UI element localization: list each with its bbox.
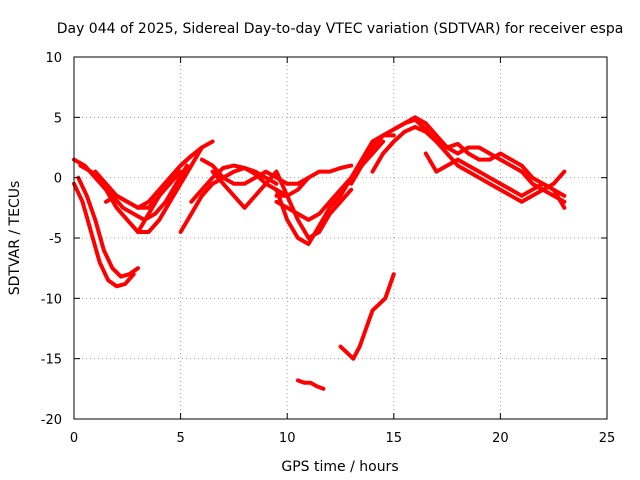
x-tick-label: 10 <box>279 431 296 446</box>
series-line-arc-6 <box>93 169 183 210</box>
y-tick-label: -5 <box>49 232 62 247</box>
tick-layer: 0 5 10 15 20 25 10 5 0 -5 -10 -15 -20 <box>41 51 616 446</box>
series-line-arc-18 <box>370 125 567 204</box>
series-line-arc-7 <box>136 139 215 234</box>
x-tick-label: 25 <box>599 431 616 446</box>
y-tick-label: -10 <box>41 292 62 307</box>
y-tick-label: 10 <box>45 51 62 66</box>
series-line-arc-10 <box>210 169 354 240</box>
x-tick-label: 15 <box>386 431 403 446</box>
x-tick-label: 0 <box>70 431 78 446</box>
x-axis-label: GPS time / hours <box>281 459 398 475</box>
series-line-arc-11 <box>199 157 311 186</box>
y-tick-label: 0 <box>54 172 62 187</box>
series-line-arc-12 <box>274 133 396 246</box>
series-line-arc-19 <box>391 117 567 198</box>
series-line-arc-14 <box>274 163 354 198</box>
x-tick-label: 5 <box>176 431 184 446</box>
series-line-arc-15 <box>295 378 326 391</box>
series-line-arc-2 <box>76 175 140 279</box>
chart-title: Day 044 of 2025, Sidereal Day-to-day VTE… <box>57 21 624 37</box>
series-line-arc-20 <box>423 151 567 210</box>
y-tick-label: 5 <box>54 111 62 126</box>
series-line-arc-17 <box>349 115 567 204</box>
y-tick-label: -15 <box>41 353 62 368</box>
grid-layer <box>74 57 607 419</box>
y-tick-label: -20 <box>41 413 62 428</box>
series-line-arc-1 <box>72 181 136 289</box>
y-axis-label: SDTVAR / TECUs <box>7 181 23 296</box>
series-line-arc-16 <box>338 272 396 361</box>
plot-frame <box>73 56 608 420</box>
series-layer <box>72 115 567 391</box>
x-tick-label: 20 <box>492 431 509 446</box>
series-line-arc-4 <box>78 163 189 222</box>
series-line-arc-9 <box>189 163 290 204</box>
